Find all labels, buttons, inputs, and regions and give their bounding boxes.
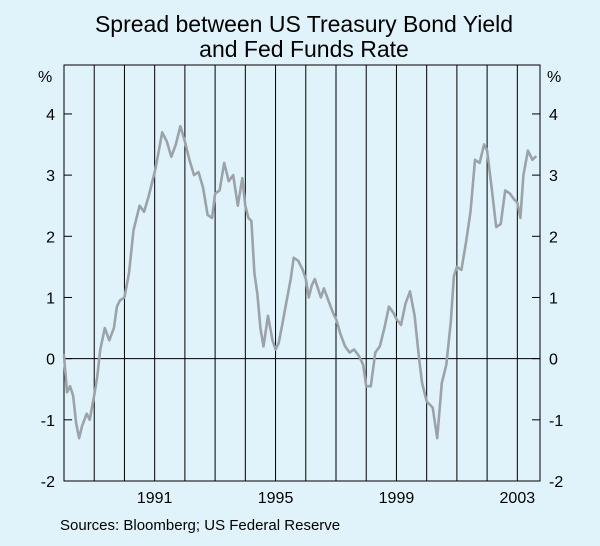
right-tick-label: 1 [549,290,558,307]
right-tick-label: 4 [549,107,558,124]
left-tick-label: -1 [41,413,55,430]
right-tick-label: 0 [549,352,558,369]
source-note: Sources: Bloomberg; US Federal Reserve [60,517,340,534]
left-axis-ticks: -2 -1 0 1 2 3 4 [41,107,72,491]
left-tick-label: 1 [46,290,55,307]
right-tick-label: -2 [549,474,563,491]
plot-area [63,64,541,482]
left-tick-label: 3 [46,168,55,185]
x-tick-label: 1995 [258,490,294,507]
right-tick-label: -1 [549,413,563,430]
left-unit-label: % [38,69,52,86]
right-tick-label: 3 [549,168,558,185]
chart-title-line-1: Spread between US Treasury Bond Yield [95,11,513,37]
x-tick-label: 2003 [500,490,536,507]
left-tick-label: -2 [41,474,55,491]
vertical-gridlines [63,65,518,481]
right-unit-label: % [547,69,561,86]
x-axis-ticks: 1991 1995 1999 2003 [137,490,535,507]
x-tick-label: 1991 [137,490,173,507]
left-tick-label: 4 [46,107,55,124]
right-tick-label: 2 [549,229,558,246]
spread-series-line [62,124,537,440]
x-tick-label: 1999 [379,490,415,507]
chart-title-line-2: and Fed Funds Rate [199,36,409,62]
left-tick-label: 0 [46,352,55,369]
left-tick-label: 2 [46,229,55,246]
right-axis-ticks: -2 -1 0 1 2 3 4 [532,107,563,491]
